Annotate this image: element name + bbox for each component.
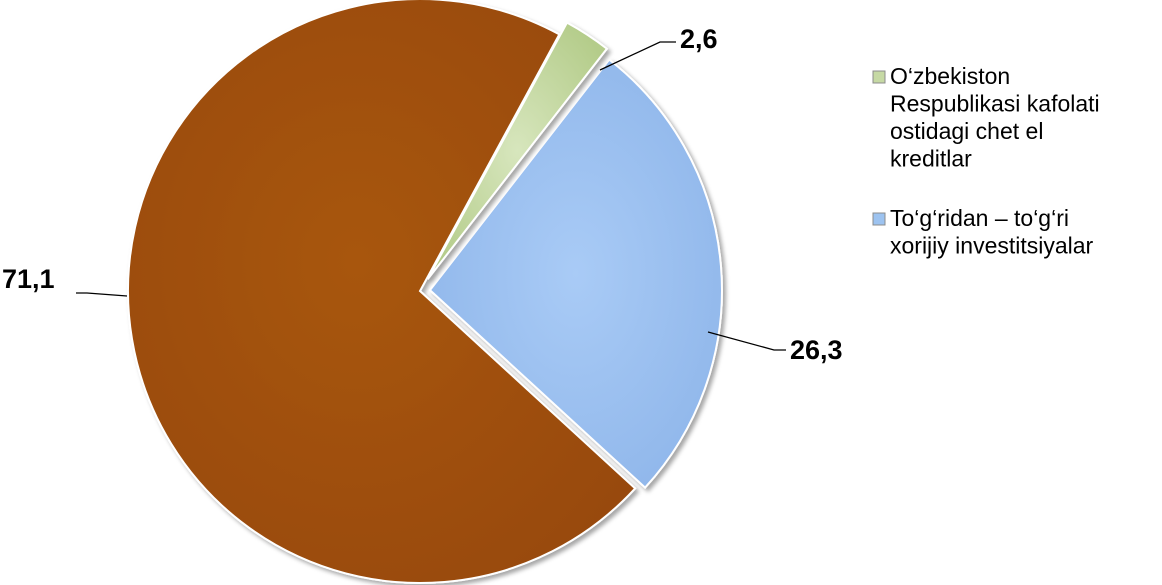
- leader-line-0: [599, 41, 676, 71]
- legend-marker-1: [872, 212, 886, 226]
- legend-label-0-1: Respublikasi kafolati: [890, 91, 1100, 117]
- legend-label-0-0: O‘zbekiston: [890, 63, 1010, 89]
- data-label-2: 71,1: [2, 264, 55, 294]
- pie-slice-0: [426, 21, 609, 280]
- legend-label-1-1: xorijiy investitsiyalar: [890, 233, 1094, 259]
- leader-line-2: [76, 292, 128, 297]
- data-label-1: 26,3: [790, 335, 843, 365]
- pie-slice-1: [428, 58, 723, 489]
- leader-line-1: [707, 331, 786, 351]
- legend-label-1-0: To‘g‘ridan – to‘g‘ri: [890, 205, 1069, 231]
- legend-label-0-2: ostidagi chet el: [890, 118, 1043, 144]
- legend-marker-0: [872, 70, 886, 84]
- legend-label-0-3: kreditlar: [890, 146, 972, 172]
- data-label-0: 2,6: [680, 24, 718, 54]
- pie-slice-2: [127, 0, 637, 584]
